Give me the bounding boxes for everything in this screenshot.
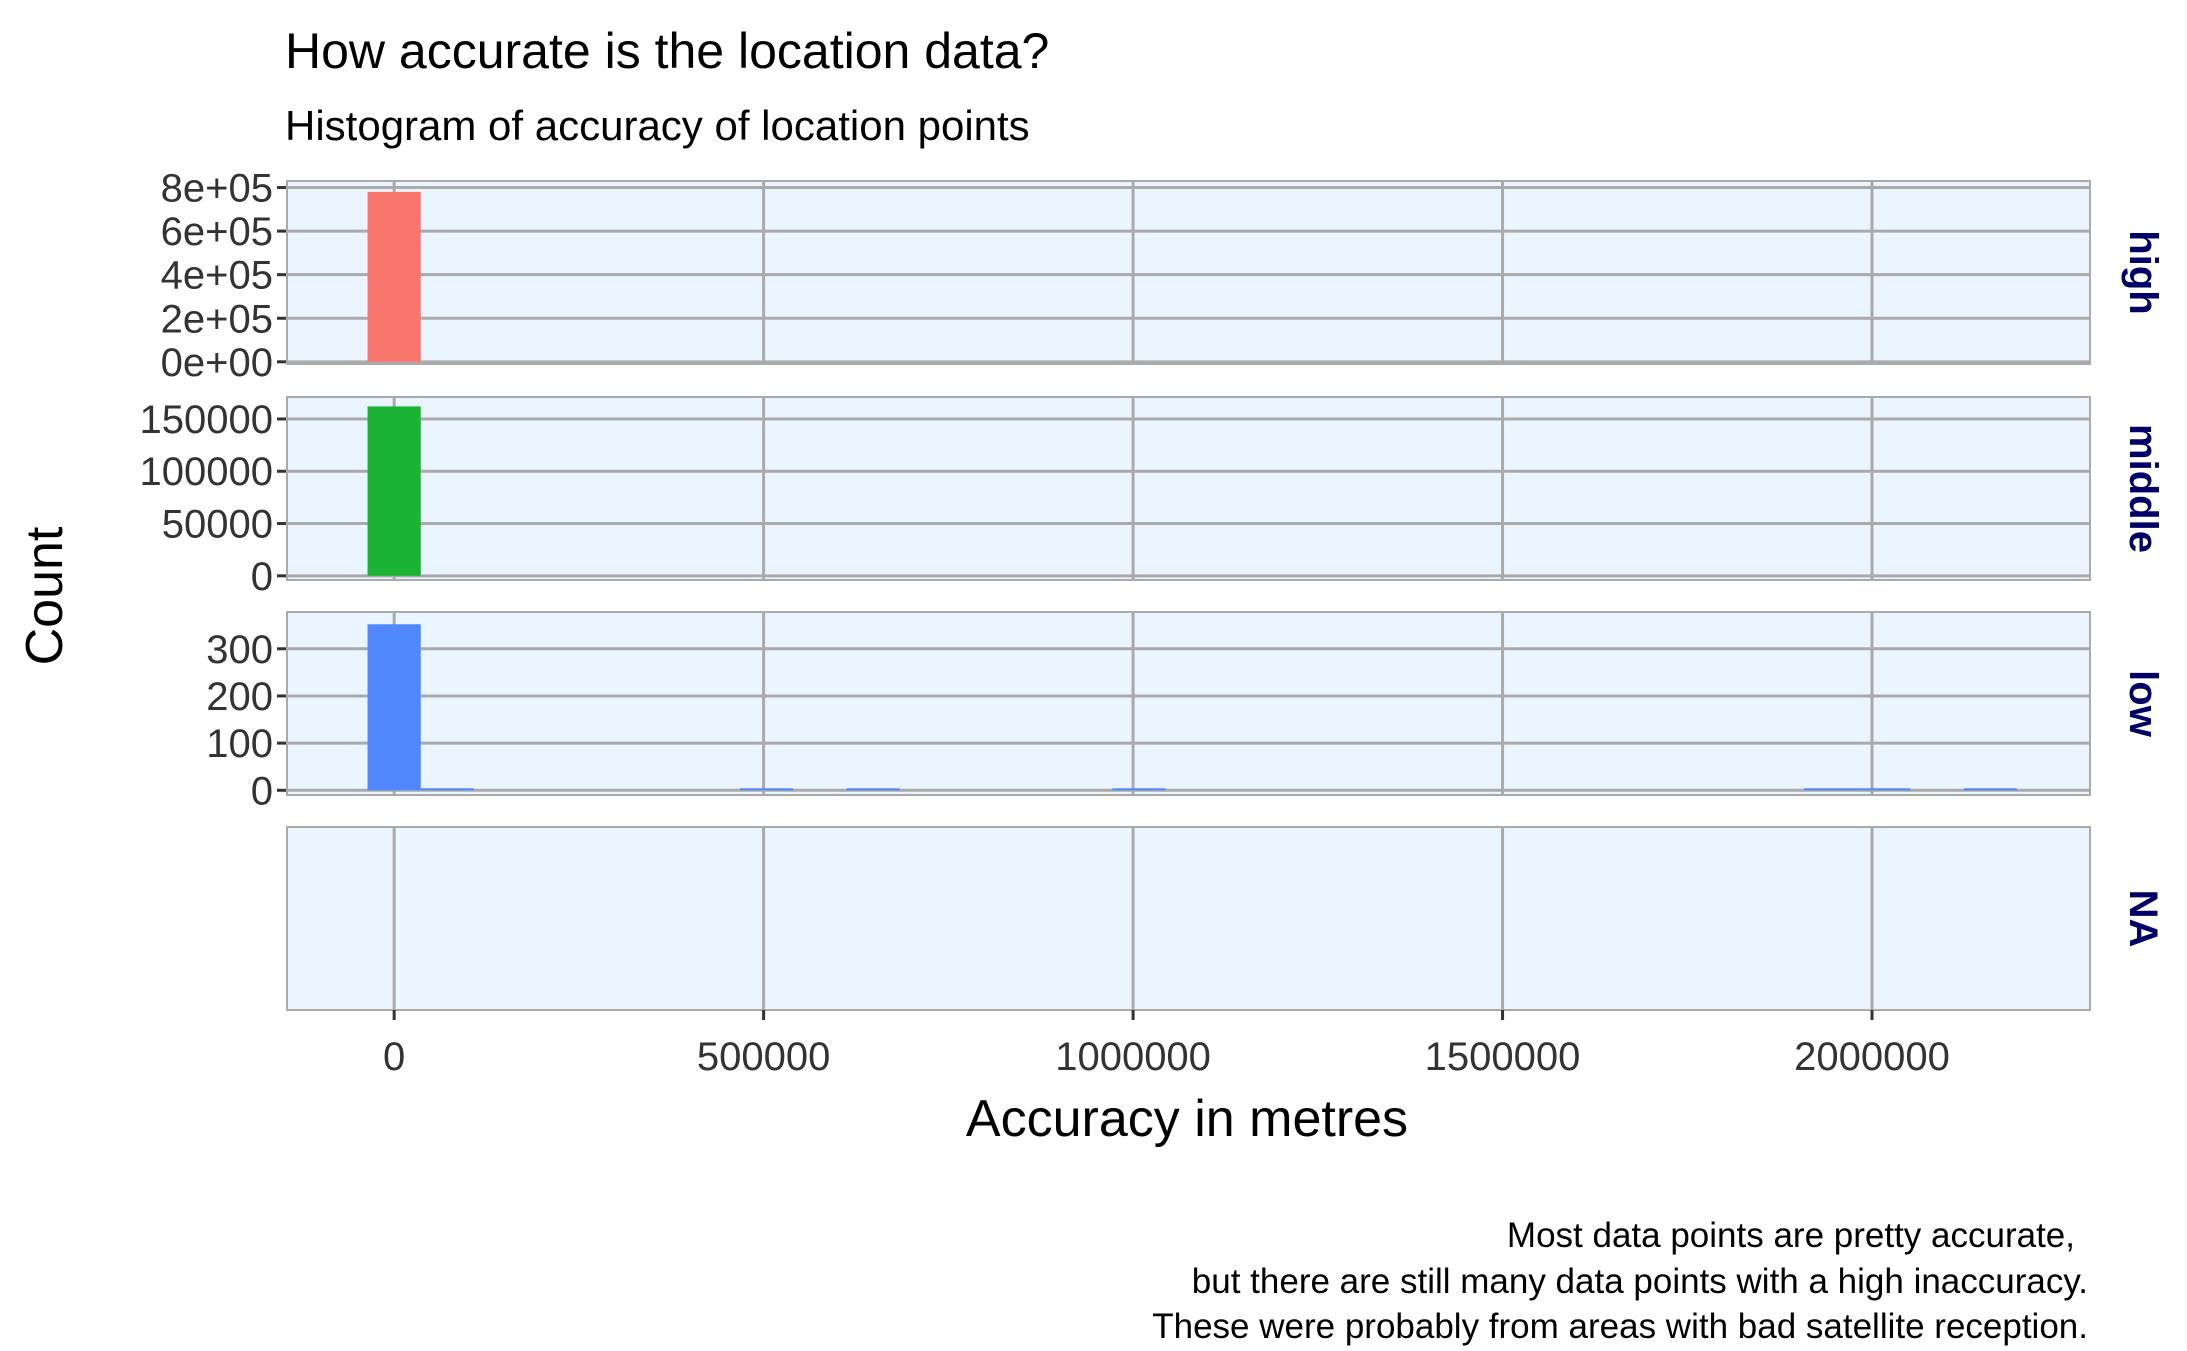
caption-line-2: but there are still many data points wit… [1192,1262,2088,1301]
x-tick-label: 0 [383,1035,405,1079]
bar-low-7 [1963,788,2017,791]
bar-middle-0 [367,406,421,576]
caption-line-3: These were probably from areas with bad … [1152,1307,2088,1346]
x-tick-label: 1500000 [1425,1035,1581,1079]
panel-background [287,827,2090,1010]
facet-strip-label: low [2121,670,2165,738]
y-tick-label: 50000 [162,503,273,547]
x-tick-label: 1000000 [1055,1035,1211,1079]
facet-strip-label: high [2121,230,2165,314]
caption-line-1: Most data points are pretty accurate, [1507,1216,2075,1255]
y-tick-label: 6e+05 [161,210,273,254]
x-tick-label: 2000000 [1794,1035,1950,1079]
x-axis: 0 500000 1000000 1500000 2000000 [383,1010,1950,1079]
chart-subtitle: Histogram of accuracy of location points [285,102,1030,149]
panel-border [286,180,2091,365]
y-tick-label: 0 [251,555,273,599]
panel-background [287,612,2090,795]
facet-panel-na: NA [286,826,2165,1011]
bar-low-1 [420,788,474,791]
chart-caption: Most data points are pretty accurate, bu… [1152,1216,2088,1346]
bar-low-3 [846,788,900,791]
panel-background [287,397,2090,580]
bar-low-5 [1804,788,1858,791]
y-tick-label: 0e+00 [161,341,273,385]
x-tick-label: 500000 [697,1035,830,1079]
bar-low-4 [1112,788,1166,791]
y-axis-title: Count [16,526,74,665]
bar-low-0 [367,624,421,791]
facet-panel-middle: 0 50000 100000 150000 middle [140,396,2165,599]
bar-low-6 [1857,788,1911,791]
y-tick-label: 200 [206,675,273,719]
x-axis-title: Accuracy in metres [966,1090,1408,1148]
bar-high-0 [367,191,421,362]
facet-panels: 0e+002e+054e+056e+058e+05high05000010000… [140,167,2165,1011]
panel-border [286,396,2091,581]
y-tick-label: 300 [206,628,273,672]
y-tick-label: 8e+05 [161,167,273,211]
y-tick-label: 100 [206,722,273,766]
y-tick-label: 100000 [140,450,273,494]
y-tick-label: 150000 [140,398,273,442]
panel-border [286,826,2091,1011]
panel-background [287,181,2090,364]
panel-border [286,611,2091,796]
facet-strip-label: middle [2121,424,2165,553]
chart-title: How accurate is the location data? [285,23,1049,79]
facet-strip-label: NA [2121,890,2165,948]
y-tick-label: 2e+05 [161,297,273,341]
bar-low-2 [739,788,794,791]
y-tick-label: 4e+05 [161,254,273,298]
y-tick-label: 0 [251,769,273,813]
